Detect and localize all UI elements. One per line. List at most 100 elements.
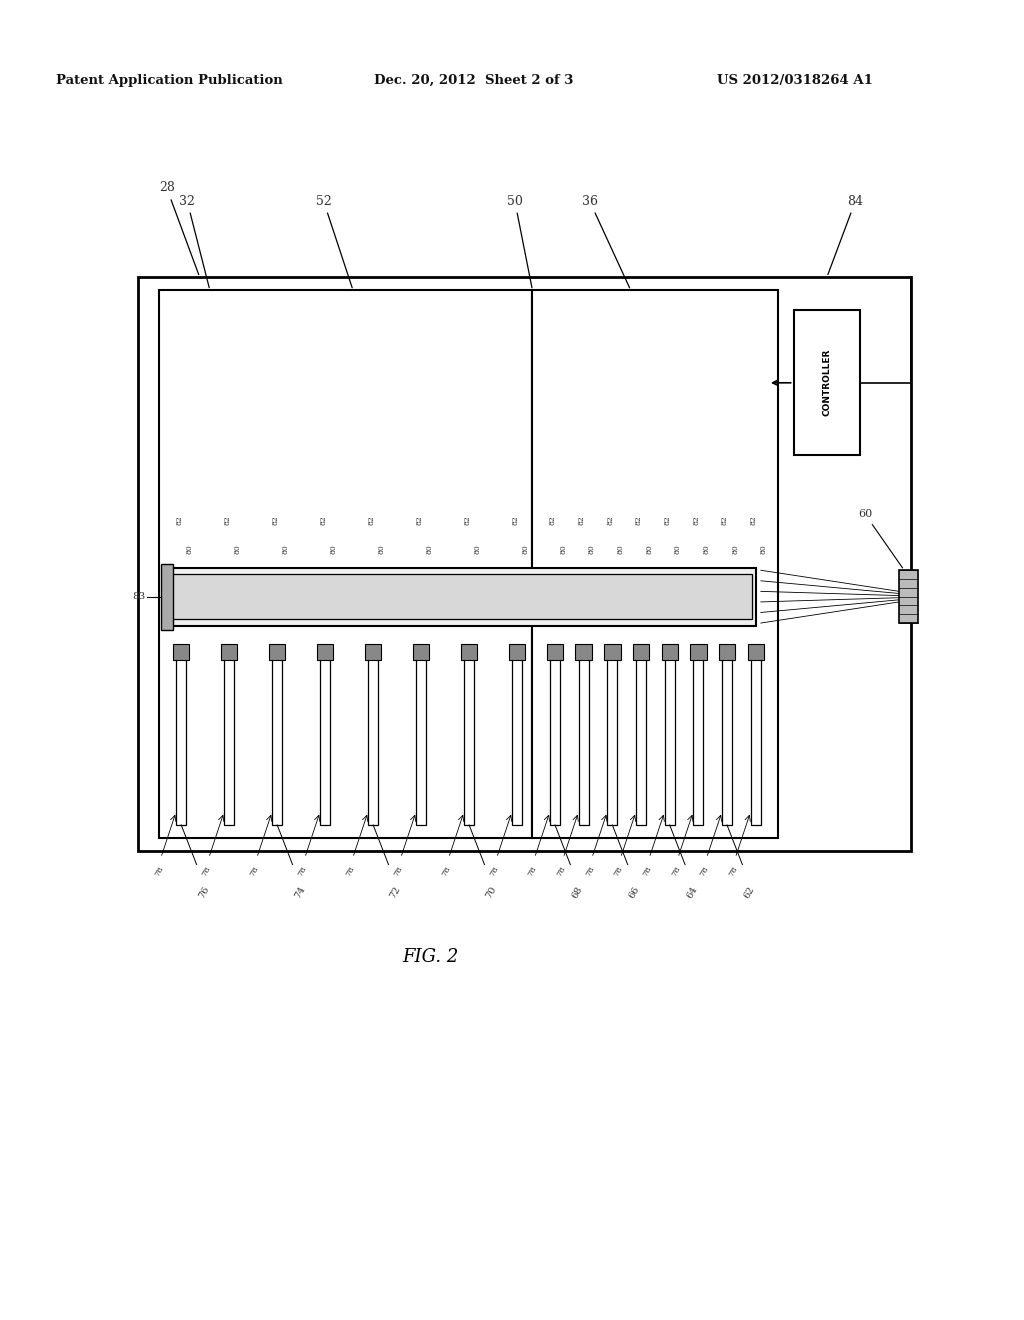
Bar [633, 644, 649, 660]
Bar [413, 644, 429, 660]
Text: 82: 82 [175, 516, 183, 525]
Text: Dec. 20, 2012  Sheet 2 of 3: Dec. 20, 2012 Sheet 2 of 3 [374, 74, 573, 87]
Text: 82: 82 [223, 516, 231, 525]
Text: 80: 80 [473, 545, 481, 554]
Text: 74: 74 [293, 884, 306, 900]
Text: 82: 82 [549, 516, 557, 525]
Text: 82: 82 [271, 516, 280, 525]
Text: 82: 82 [511, 516, 519, 525]
Text: 80: 80 [645, 545, 653, 554]
Text: 82: 82 [606, 516, 614, 525]
Bar [604, 644, 621, 660]
Text: 78: 78 [641, 865, 653, 878]
Bar [693, 649, 703, 825]
Bar [166, 568, 756, 626]
Bar [719, 644, 735, 660]
Bar [272, 649, 283, 825]
Bar [317, 644, 334, 660]
Text: 80: 80 [702, 545, 711, 554]
Bar [690, 644, 707, 660]
Text: 78: 78 [153, 865, 165, 878]
Text: 82: 82 [368, 516, 375, 525]
Text: 78: 78 [344, 865, 356, 878]
Bar [899, 570, 918, 623]
Bar [532, 290, 778, 838]
Text: 50: 50 [507, 194, 531, 288]
Text: 70: 70 [484, 884, 499, 900]
Text: 84: 84 [827, 194, 863, 275]
Text: 78: 78 [440, 865, 453, 878]
Text: Patent Application Publication: Patent Application Publication [56, 74, 283, 87]
Text: 36: 36 [582, 194, 630, 288]
Bar [159, 290, 532, 838]
Text: 78: 78 [555, 865, 567, 878]
Text: 80: 80 [588, 545, 596, 554]
Text: CONTROLLER: CONTROLLER [822, 348, 831, 417]
Bar [748, 644, 764, 660]
Text: US 2012/0318264 A1: US 2012/0318264 A1 [717, 74, 872, 87]
Text: 78: 78 [584, 865, 596, 878]
Text: 68: 68 [570, 884, 585, 899]
Text: 80: 80 [731, 545, 739, 554]
Bar [794, 310, 860, 455]
Text: 80: 80 [185, 545, 194, 554]
Bar [665, 649, 675, 825]
Text: 78: 78 [392, 865, 404, 878]
Bar [575, 644, 592, 660]
Bar [365, 644, 381, 660]
Text: 82: 82 [463, 516, 471, 525]
Text: 78: 78 [201, 865, 213, 878]
Text: 80: 80 [559, 545, 567, 554]
Bar [607, 649, 617, 825]
Text: 80: 80 [425, 545, 433, 554]
Text: 32: 32 [179, 194, 209, 288]
Bar [368, 649, 378, 825]
Bar [176, 649, 186, 825]
Text: 82: 82 [664, 516, 672, 525]
Text: 64: 64 [685, 884, 699, 900]
Bar [173, 644, 189, 660]
Text: 80: 80 [330, 545, 337, 554]
Text: FIG. 2: FIG. 2 [401, 948, 459, 966]
Text: 60: 60 [858, 510, 902, 568]
Bar [509, 644, 525, 660]
Bar [550, 649, 560, 825]
Bar [464, 649, 474, 825]
Bar [221, 644, 238, 660]
Text: 78: 78 [526, 865, 539, 878]
Bar [170, 574, 752, 619]
Text: 80: 80 [282, 545, 290, 554]
Text: 82: 82 [635, 516, 643, 525]
Text: 80: 80 [521, 545, 529, 554]
Bar [636, 649, 646, 825]
Bar [751, 649, 761, 825]
Bar [579, 649, 589, 825]
Bar [547, 644, 563, 660]
Text: 76: 76 [197, 884, 211, 900]
Text: 80: 80 [233, 545, 242, 554]
Text: 82: 82 [578, 516, 586, 525]
Text: 78: 78 [612, 865, 625, 878]
Bar [138, 277, 911, 851]
Text: 82: 82 [721, 516, 729, 525]
Text: 82: 82 [319, 516, 327, 525]
Bar [269, 644, 286, 660]
Bar [224, 649, 234, 825]
Bar [662, 644, 678, 660]
Text: 82: 82 [692, 516, 700, 525]
Bar [321, 649, 331, 825]
Text: 72: 72 [388, 884, 402, 900]
Text: 80: 80 [378, 545, 385, 554]
Text: 80: 80 [616, 545, 625, 554]
Text: 80: 80 [674, 545, 682, 554]
Text: 82: 82 [415, 516, 423, 525]
Bar [722, 649, 732, 825]
Text: 78: 78 [488, 865, 501, 878]
Text: 78: 78 [297, 865, 309, 878]
Bar [161, 564, 173, 630]
Text: 78: 78 [698, 865, 711, 878]
Text: 78: 78 [727, 865, 739, 878]
Text: 78: 78 [670, 865, 682, 878]
Text: 80: 80 [760, 545, 768, 554]
Bar [461, 644, 477, 660]
